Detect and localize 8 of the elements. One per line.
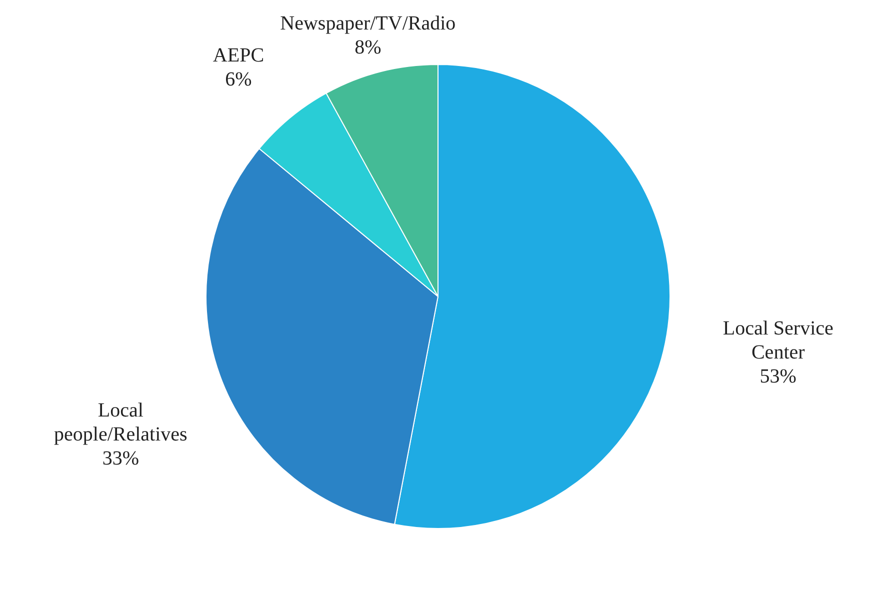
data-label: 53% [760,366,796,388]
data-label: 33% [102,448,140,470]
slice-label: AEPC [212,44,264,66]
slice-label: Newspaper/TV/Radio [280,12,456,34]
slice-label: Local people/Relatives [54,400,188,446]
slice-label: Local Service Center [722,318,834,364]
data-label: 6% [225,68,252,90]
data-label: 8% [354,36,382,58]
